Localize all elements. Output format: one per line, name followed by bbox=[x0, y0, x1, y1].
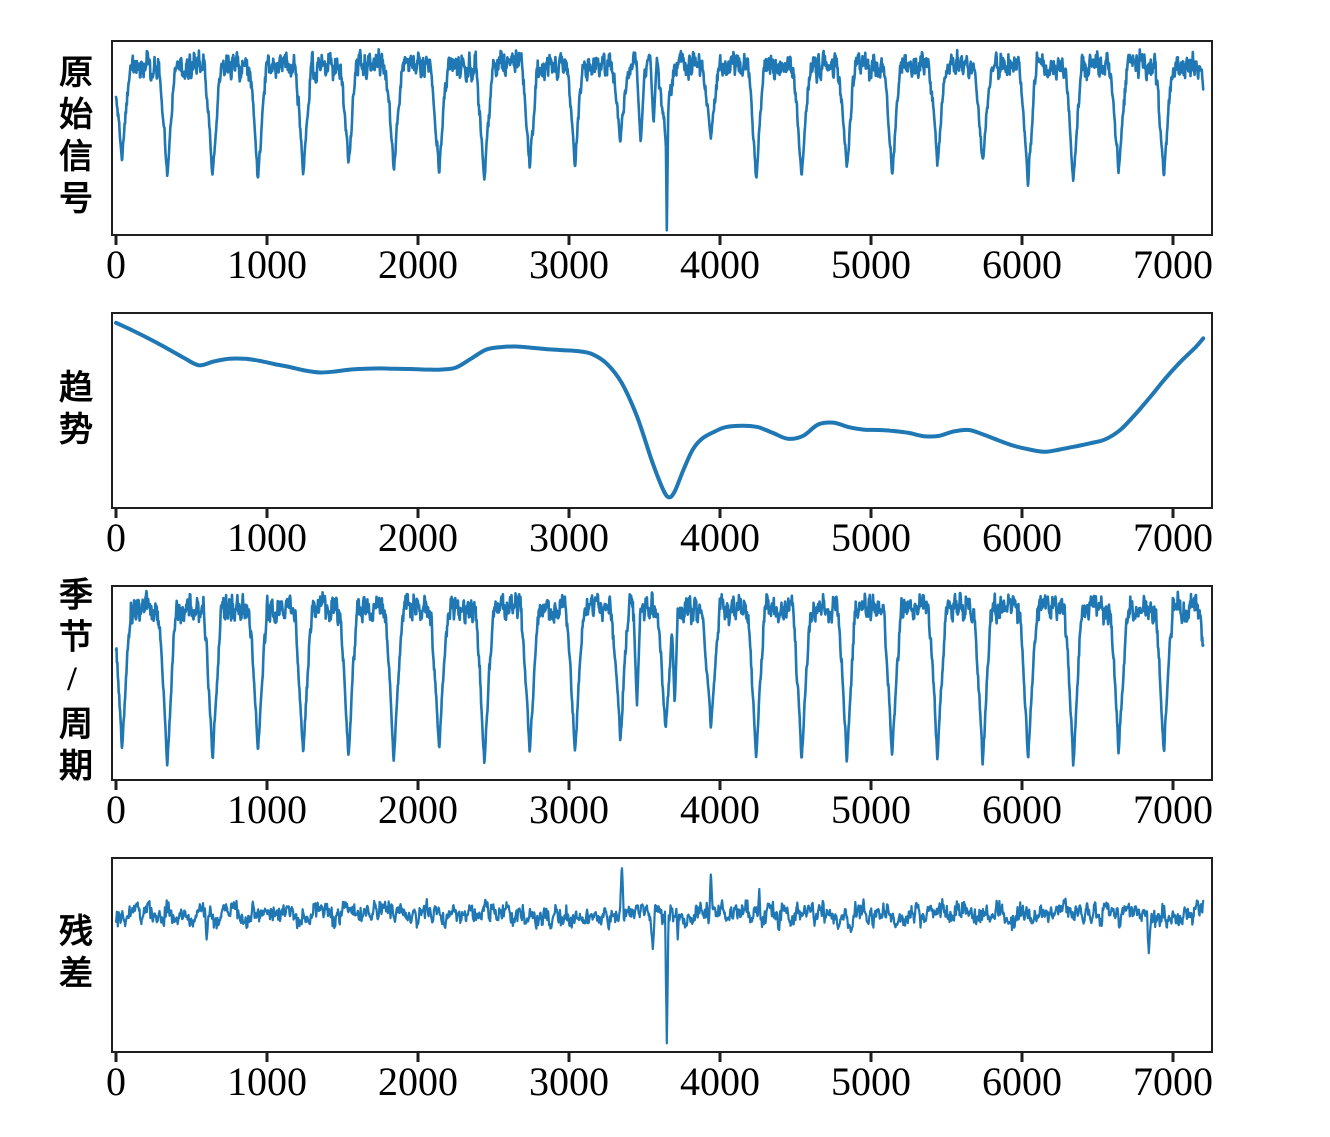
ylabel-original: 原始信号 bbox=[53, 54, 91, 222]
ylabel-trend: 趋势 bbox=[53, 368, 91, 453]
x-tick-label: 3000 bbox=[529, 515, 609, 560]
ylabel-residual: 残差 bbox=[53, 913, 91, 997]
x-tick-label: 7000 bbox=[1133, 242, 1213, 287]
x-tick-label: 6000 bbox=[982, 787, 1062, 832]
x-tick-label: 5000 bbox=[831, 515, 911, 560]
x-tick-label: 2000 bbox=[378, 1059, 458, 1104]
x-tick-label: 5000 bbox=[831, 1059, 911, 1104]
x-tick-label: 3000 bbox=[529, 787, 609, 832]
panel-frame-trend bbox=[111, 312, 1213, 509]
x-tick-label: 7000 bbox=[1133, 787, 1213, 832]
x-tick-label: 7000 bbox=[1133, 1059, 1213, 1104]
x-tick-label: 4000 bbox=[680, 787, 760, 832]
series-residual bbox=[114, 867, 1205, 1045]
x-tick-label: 6000 bbox=[982, 242, 1062, 287]
panel-frame-seasonal bbox=[111, 585, 1213, 781]
series-seasonal bbox=[114, 589, 1205, 767]
x-tick-label: 1000 bbox=[227, 787, 307, 832]
x-tick-label: 4000 bbox=[680, 1059, 760, 1104]
x-tick-label: 3000 bbox=[529, 1059, 609, 1104]
x-tick-label: 3000 bbox=[529, 242, 609, 287]
x-tick-label: 1000 bbox=[227, 515, 307, 560]
x-tick-label: 4000 bbox=[680, 515, 760, 560]
x-tick-label: 5000 bbox=[831, 787, 911, 832]
x-tick-label: 1000 bbox=[227, 1059, 307, 1104]
panel-frame-residual bbox=[111, 857, 1213, 1053]
x-tick-label: 2000 bbox=[378, 242, 458, 287]
series-original bbox=[114, 48, 1205, 232]
x-tick-label: 4000 bbox=[680, 242, 760, 287]
panel-frame-original bbox=[111, 40, 1213, 236]
x-tick-label: 0 bbox=[106, 1059, 126, 1104]
x-tick-label: 7000 bbox=[1133, 515, 1213, 560]
series-trend bbox=[114, 320, 1206, 500]
x-tick-label: 0 bbox=[106, 787, 126, 832]
x-tick-label: 2000 bbox=[378, 787, 458, 832]
x-tick-label: 1000 bbox=[227, 242, 307, 287]
x-tick-label: 2000 bbox=[378, 515, 458, 560]
x-tick-label: 0 bbox=[106, 242, 126, 287]
x-tick-label: 6000 bbox=[982, 1059, 1062, 1104]
x-tick-label: 5000 bbox=[831, 242, 911, 287]
x-tick-label: 6000 bbox=[982, 515, 1062, 560]
x-tick-label: 0 bbox=[106, 515, 126, 560]
ylabel-seasonal: 季节/周期 bbox=[53, 576, 91, 790]
